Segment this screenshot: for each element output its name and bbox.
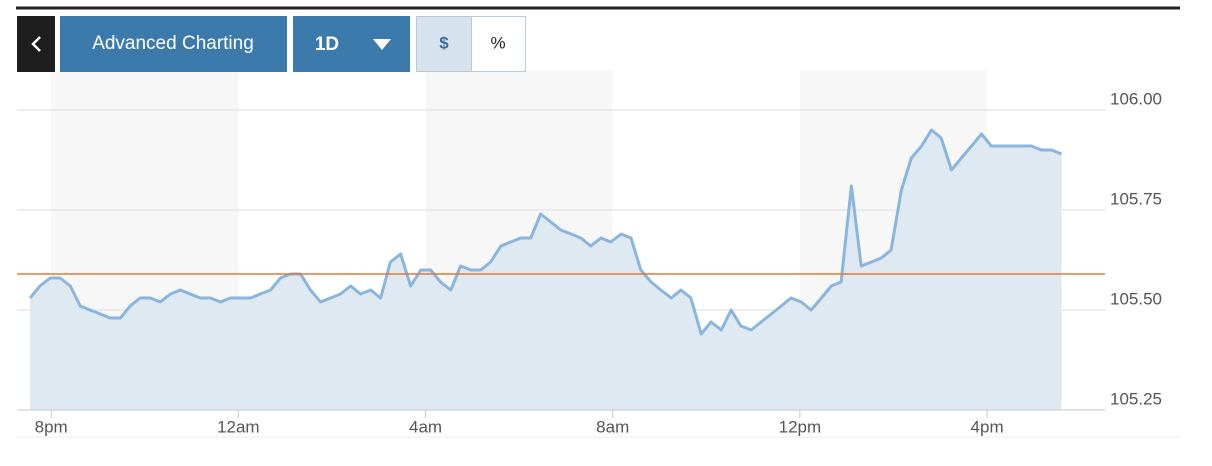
line xyxy=(28,128,1063,336)
dollar-toggle[interactable]: $ xyxy=(416,16,472,72)
x-tick-label: 4am xyxy=(409,417,442,436)
y-tick-label: 105.50 xyxy=(1110,289,1162,308)
x-tick-label: 12pm xyxy=(779,417,822,436)
toggle-label: % xyxy=(490,33,505,52)
plot: 105.25 105.50 105.75 106.00 8pm 12am 4am 8am 12p… xyxy=(17,70,1180,438)
advanced-charting-button[interactable]: Advanced Charting xyxy=(60,16,287,72)
percent-toggle[interactable]: % xyxy=(471,16,526,72)
button-label: Advanced Charting xyxy=(92,33,254,54)
x-tick-label: 8pm xyxy=(35,417,68,436)
toggle-bg xyxy=(471,16,526,72)
x-tick-label: 8am xyxy=(596,417,629,436)
range-label: 1D xyxy=(315,34,339,55)
dropdown-arrow xyxy=(373,39,391,50)
y-tick-label: 106.00 xyxy=(1110,89,1162,108)
y-tick-label: 105.25 xyxy=(1110,389,1162,408)
button-bg xyxy=(60,16,287,72)
button-bg xyxy=(293,16,410,72)
area xyxy=(30,130,1062,410)
back-button-bg xyxy=(17,16,55,72)
x-tick-label: 4pm xyxy=(971,417,1004,436)
toggle-label: $ xyxy=(439,33,449,52)
back-button[interactable] xyxy=(17,16,55,72)
x-tick-label: 12am xyxy=(217,417,260,436)
range-dropdown[interactable]: 1D xyxy=(293,16,410,72)
chevron xyxy=(31,36,41,52)
y-tick-label: 105.75 xyxy=(1110,189,1162,208)
